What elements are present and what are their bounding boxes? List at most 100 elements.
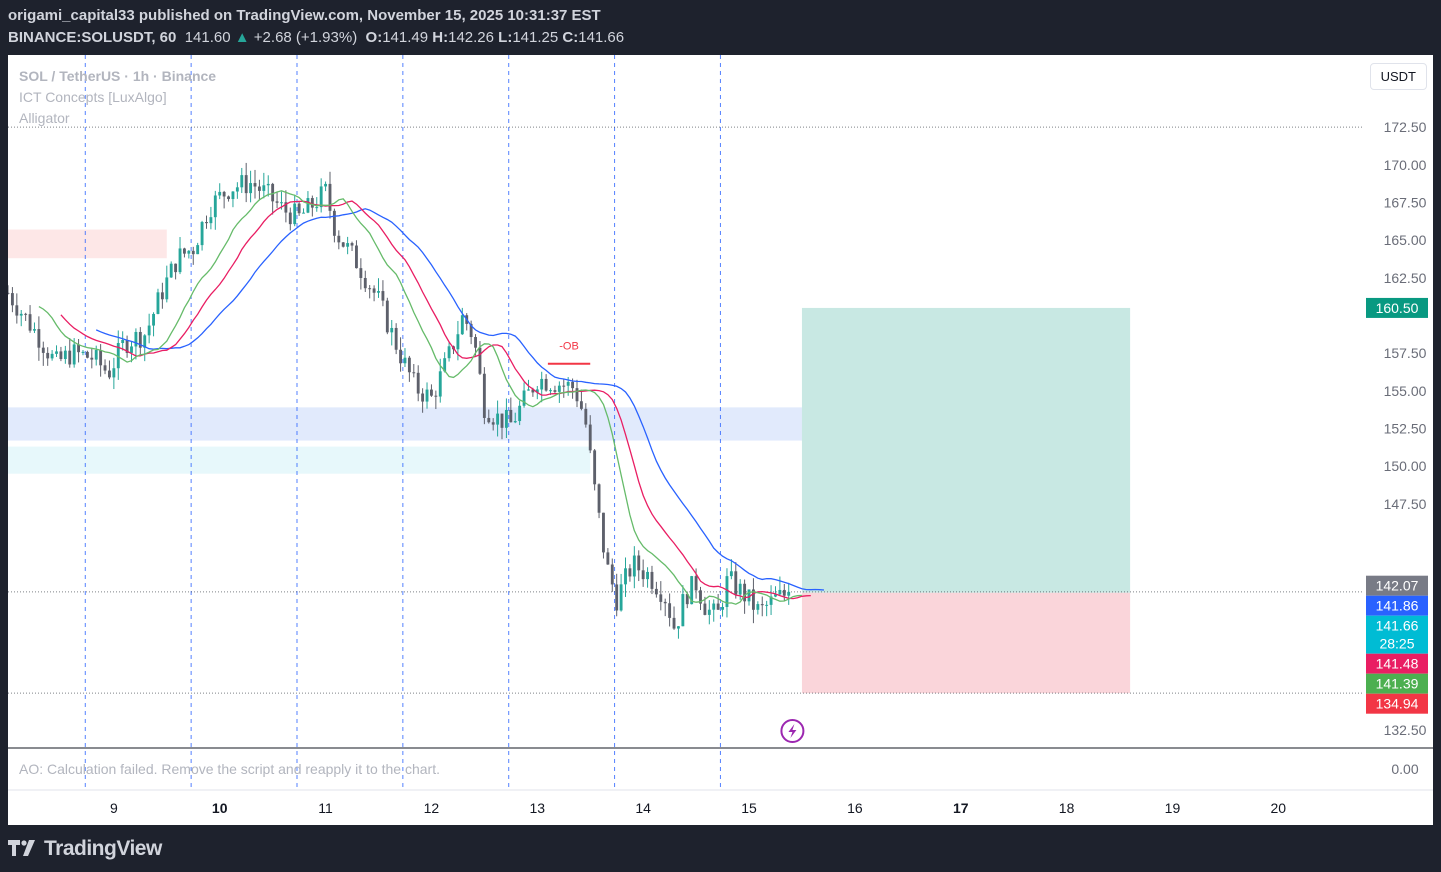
x-tick-label: 11 xyxy=(318,800,333,816)
publish-info: origami_capital33 published on TradingVi… xyxy=(8,7,601,24)
candle-body xyxy=(478,347,482,374)
candle-body xyxy=(765,604,769,606)
candle-body xyxy=(721,606,724,610)
candle-body xyxy=(438,371,442,397)
candle-body xyxy=(332,210,336,236)
candle-body xyxy=(271,183,275,202)
candle-body xyxy=(288,212,292,225)
candle-body xyxy=(747,589,751,602)
y-tick-label: 132.50 xyxy=(1384,722,1427,738)
candle-body xyxy=(302,212,305,214)
candle-body xyxy=(602,512,605,553)
candle-body xyxy=(310,198,314,208)
symbol-label: BINANCE:SOLUSDT, 60 xyxy=(8,29,177,46)
candle-body xyxy=(725,576,729,607)
candle-body xyxy=(257,186,261,191)
candle-body xyxy=(37,329,41,348)
currency-button[interactable]: USDT xyxy=(1369,63,1427,90)
candle-body xyxy=(637,555,641,571)
candle-body xyxy=(469,323,473,338)
tradingview-logo[interactable]: TradingView xyxy=(8,837,162,861)
candle-body xyxy=(430,389,433,396)
x-tick-label: 10 xyxy=(212,800,228,816)
candle-body xyxy=(275,201,279,203)
price-label-text: 141.39 xyxy=(1376,676,1419,692)
candle-body xyxy=(588,424,592,451)
candle-body xyxy=(654,588,658,595)
candle-body xyxy=(716,603,720,610)
candle-body xyxy=(10,293,14,306)
candle-body xyxy=(368,288,372,290)
y-tick-label: 147.50 xyxy=(1384,496,1427,512)
footer-brand-text: TradingView xyxy=(44,837,162,860)
candle-body xyxy=(443,358,447,372)
lightning-glyph xyxy=(788,724,797,738)
ohlc-line: BINANCE:SOLUSDT, 60 141.60 ▲ +2.68 (+1.9… xyxy=(8,29,624,46)
candle-body xyxy=(191,250,195,255)
candle-body xyxy=(341,242,345,247)
candle-body xyxy=(628,568,632,577)
legend-alligator[interactable]: Alligator xyxy=(19,110,70,126)
candle-body xyxy=(200,222,204,246)
candle-body xyxy=(416,372,420,394)
price-label-prev-close xyxy=(1366,575,1428,596)
low-value: 141.25 xyxy=(512,29,559,46)
low-label: L: xyxy=(498,29,513,46)
candle-body xyxy=(134,331,138,347)
candle-body xyxy=(227,196,230,200)
candle-body xyxy=(94,350,98,360)
candle-body xyxy=(513,421,517,423)
candle-body xyxy=(196,245,200,255)
alligator-teeth-line xyxy=(60,200,811,600)
candle-body xyxy=(615,584,619,611)
tradingview-logo-icon xyxy=(8,840,35,856)
candle-body xyxy=(456,334,460,350)
candle-body xyxy=(540,378,544,390)
candle-body xyxy=(557,385,561,392)
price-change: +2.68 (+1.93%) xyxy=(253,29,358,46)
candle-body xyxy=(668,603,672,618)
candle-body xyxy=(619,584,623,611)
candle-countdown: 28:25 xyxy=(1379,636,1414,652)
y-tick-label: 167.50 xyxy=(1384,194,1427,210)
candle-body xyxy=(672,617,676,629)
candle-body xyxy=(756,604,760,610)
price-label-stop xyxy=(1366,693,1428,714)
candle-body xyxy=(169,263,173,278)
x-tick-label: 19 xyxy=(1165,800,1181,816)
candle-body xyxy=(41,347,45,353)
candle-body xyxy=(231,191,235,200)
candle-body xyxy=(681,594,685,627)
candle-body xyxy=(213,195,217,218)
price-chart-svg[interactable]: -OB172.50170.00167.50165.00162.50157.501… xyxy=(8,55,1433,825)
candle-body xyxy=(147,325,151,336)
ao-zero-label: 0.00 xyxy=(1391,761,1418,777)
candle-body xyxy=(24,313,28,315)
chart-panel[interactable]: -OB 172.50 170.00 167.50 165.00 162.50 157.50 1… xyxy=(8,55,1433,825)
candle-body xyxy=(699,590,702,604)
candle-body xyxy=(350,243,354,246)
position-stop-zone xyxy=(801,592,1131,694)
candle-body xyxy=(306,198,310,213)
legend-ict-concepts[interactable]: ICT Concepts [LuxAlgo] xyxy=(19,89,167,105)
candle-body xyxy=(156,292,160,314)
candle-body xyxy=(50,353,54,359)
candle-body xyxy=(663,601,667,604)
x-tick-label: 9 xyxy=(110,800,118,816)
price-label-text: 141.86 xyxy=(1376,598,1419,614)
candle-body xyxy=(685,594,689,605)
candle-body xyxy=(377,291,380,293)
candle-body xyxy=(85,351,89,358)
zone-bull-ob xyxy=(8,407,834,441)
candle-body xyxy=(690,576,694,605)
candle-body xyxy=(593,450,597,485)
zone-bear-ob xyxy=(8,229,167,259)
candle-body xyxy=(624,568,627,585)
legend-symbol[interactable]: SOL / TetherUS · 1h · Binance xyxy=(19,68,217,84)
candle-body xyxy=(235,187,239,192)
candle-body xyxy=(553,390,557,392)
candle-body xyxy=(244,175,248,194)
candle-body xyxy=(363,277,367,289)
y-tick-label: 165.00 xyxy=(1384,232,1427,248)
change-up-icon: ▲ xyxy=(234,29,250,46)
